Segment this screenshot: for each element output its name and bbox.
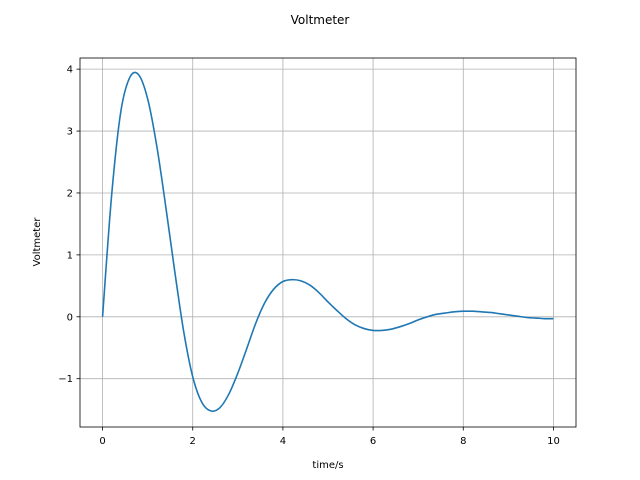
- y-tick-label: 2: [67, 188, 73, 199]
- voltage-series-line: [101, 71, 554, 412]
- grid-lines: [80, 58, 576, 427]
- x-tick-label: 8: [460, 436, 466, 447]
- y-tick-label: 1: [67, 250, 73, 261]
- y-tick-label: 4: [67, 65, 73, 76]
- x-tick-label: 4: [280, 436, 286, 447]
- chart-title: Voltmeter: [291, 13, 350, 27]
- x-axis-ticks: 0 2 4 6 8 10: [99, 427, 560, 447]
- axes-frame: [79, 57, 577, 428]
- x-tick-label: 6: [370, 436, 376, 447]
- x-tick-label: 10: [547, 436, 560, 447]
- y-axis-ticks: −1 0 1 2 3 4: [58, 65, 80, 385]
- y-tick-label: −1: [58, 374, 73, 385]
- plot-area: [101, 71, 554, 412]
- y-tick-label: 3: [67, 127, 73, 138]
- x-tick-label: 0: [99, 436, 105, 447]
- x-axis-label: time/s: [312, 460, 343, 471]
- y-axis-label: Voltmeter: [32, 217, 43, 267]
- y-tick-label: 0: [67, 312, 73, 323]
- x-tick-label: 2: [190, 436, 196, 447]
